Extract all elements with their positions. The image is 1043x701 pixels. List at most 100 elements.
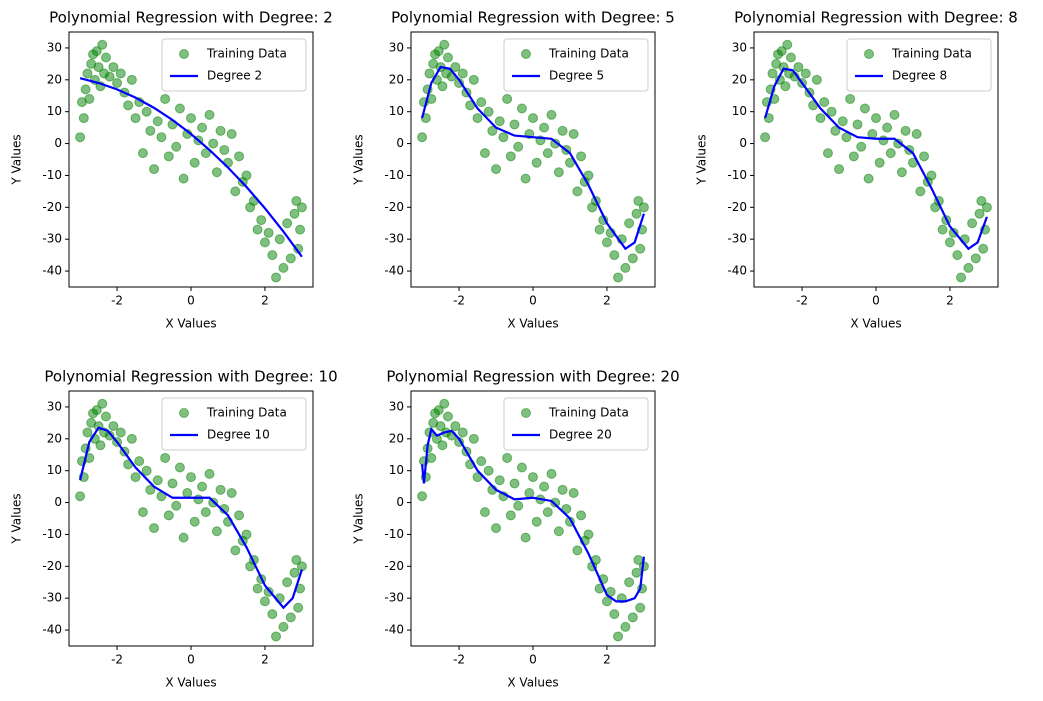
data-point <box>848 151 859 162</box>
data-point <box>252 224 263 235</box>
data-point <box>520 532 531 543</box>
data-point <box>160 452 171 463</box>
data-point <box>967 218 978 229</box>
data-point <box>256 215 267 226</box>
y-tick-label: -20 <box>42 559 62 573</box>
data-point <box>197 481 208 492</box>
legend-label: Degree 20 <box>549 428 612 442</box>
data-point <box>267 609 278 620</box>
data-point <box>528 472 538 483</box>
data-point <box>956 272 967 283</box>
data-point <box>82 68 93 79</box>
x-tick-label: 2 <box>261 294 269 308</box>
data-point <box>970 253 981 264</box>
data-point <box>274 234 285 245</box>
x-tick-label: -2 <box>111 653 123 667</box>
x-tick-label: 2 <box>261 653 269 667</box>
y-tick-label: -40 <box>42 623 62 637</box>
y-tick-label: 30 <box>47 40 62 54</box>
data-point <box>624 577 635 588</box>
data-point <box>627 253 638 264</box>
data-point <box>75 132 86 143</box>
data-point <box>624 218 635 229</box>
data-point <box>568 488 579 498</box>
data-point <box>944 237 955 248</box>
data-point <box>811 74 822 85</box>
data-point <box>785 52 796 63</box>
data-point <box>852 119 863 130</box>
data-point <box>152 116 163 127</box>
data-point <box>160 93 171 104</box>
data-point <box>130 472 141 483</box>
data-point <box>435 421 446 432</box>
data-point <box>417 132 428 143</box>
data-point <box>502 93 513 104</box>
y-tick-label: 20 <box>47 431 62 445</box>
data-point <box>100 52 111 63</box>
y-tick-label: 0 <box>396 136 404 150</box>
data-point <box>182 488 193 498</box>
data-point <box>576 510 587 521</box>
data-point <box>609 250 620 261</box>
data-point <box>509 119 520 130</box>
data-point <box>620 262 631 273</box>
data-point <box>620 621 631 632</box>
y-tick-label: -30 <box>42 591 62 605</box>
data-point <box>189 157 200 168</box>
y-tick-label: -10 <box>384 168 404 182</box>
data-point <box>424 68 435 79</box>
data-point <box>457 68 468 79</box>
data-point <box>108 62 119 73</box>
legend-marker <box>179 49 189 59</box>
data-point <box>193 494 204 505</box>
data-point <box>252 583 263 594</box>
data-point <box>278 621 289 632</box>
data-point <box>815 113 826 124</box>
y-tick-label: -30 <box>42 232 62 246</box>
data-point <box>97 398 108 409</box>
data-point <box>433 405 444 416</box>
data-point <box>483 465 494 476</box>
data-point <box>491 164 502 175</box>
y-axis-label: Y Values <box>352 493 366 544</box>
legend-box <box>503 397 649 451</box>
data-point <box>163 510 174 521</box>
legend-label: Degree 10 <box>207 428 270 442</box>
data-point <box>289 567 300 578</box>
legend-label: Training Data <box>548 406 629 420</box>
data-point <box>601 596 612 607</box>
legend-label: Training Data <box>891 47 972 61</box>
data-point <box>583 529 594 540</box>
data-point <box>450 62 461 73</box>
data-point <box>546 468 557 479</box>
data-point <box>476 97 487 108</box>
y-tick-label: -40 <box>384 264 404 278</box>
data-point <box>498 132 509 143</box>
subplot: Polynomial Regression with Degree: 2 X Va… <box>10 9 333 331</box>
data-point <box>528 113 538 124</box>
x-axis-label: X Values <box>165 676 216 690</box>
data-point <box>882 122 893 133</box>
data-point <box>978 243 989 254</box>
data-point <box>576 151 587 162</box>
data-point <box>483 106 494 117</box>
fit-line <box>421 65 645 251</box>
data-point <box>633 195 644 206</box>
data-point <box>263 227 274 238</box>
data-point <box>981 202 992 213</box>
data-point <box>776 46 787 57</box>
x-tick-label: 0 <box>187 294 195 308</box>
y-tick-label: -30 <box>384 232 404 246</box>
x-tick-label: -2 <box>796 294 808 308</box>
data-point <box>80 84 91 95</box>
data-point <box>553 167 564 178</box>
data-point <box>285 612 296 623</box>
data-point <box>638 202 649 213</box>
data-point <box>819 97 830 108</box>
y-tick-label: -20 <box>384 559 404 573</box>
data-point <box>845 93 856 104</box>
y-axis-label: Y Values <box>10 493 24 544</box>
data-point <box>230 545 241 556</box>
data-point <box>889 109 900 120</box>
legend-marker <box>179 408 189 418</box>
